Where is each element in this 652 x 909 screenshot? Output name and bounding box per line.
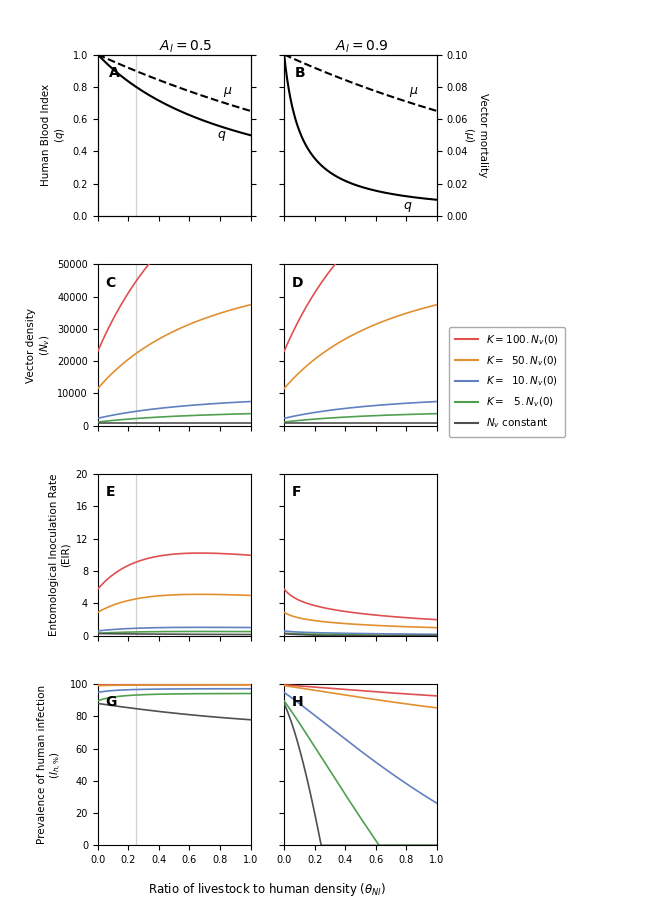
Legend: $K=100.N_v(0)$, $K=\;\;50.N_v(0)$, $K=\;\;10.N_v(0)$, $K=\;\;\;5.N_v(0)$, $N_v$ : $K=100.N_v(0)$, $K=\;\;50.N_v(0)$, $K=\;… bbox=[449, 327, 565, 436]
Text: $\mu$: $\mu$ bbox=[409, 85, 419, 99]
Text: $q$: $q$ bbox=[403, 200, 413, 214]
Y-axis label: Human Blood Index
$(q)$: Human Blood Index $(q)$ bbox=[41, 85, 67, 186]
Text: D: D bbox=[291, 275, 303, 290]
Y-axis label: Vector density
$(N_v)$: Vector density $(N_v)$ bbox=[26, 307, 52, 383]
Text: F: F bbox=[291, 485, 301, 499]
Text: $q$: $q$ bbox=[217, 129, 226, 144]
Text: Ratio of livestock to human density ($\theta_{Nl}$): Ratio of livestock to human density ($\t… bbox=[148, 881, 387, 898]
Y-axis label: Entomological Inoculation Rate
(EIR): Entomological Inoculation Rate (EIR) bbox=[48, 474, 70, 636]
Text: G: G bbox=[106, 695, 117, 709]
Text: E: E bbox=[106, 485, 115, 499]
Y-axis label: Prevalence of human infection
$(I_{h,\%})$: Prevalence of human infection $(I_{h,\%}… bbox=[37, 685, 64, 844]
Text: C: C bbox=[106, 275, 115, 290]
Text: A: A bbox=[108, 65, 119, 80]
Text: H: H bbox=[291, 695, 303, 709]
Text: $A_l=0.5$: $A_l=0.5$ bbox=[159, 38, 213, 55]
Text: B: B bbox=[295, 65, 305, 80]
Text: $\mu$: $\mu$ bbox=[223, 85, 233, 99]
Text: $A_l=0.9$: $A_l=0.9$ bbox=[335, 38, 389, 55]
Y-axis label: Vector mortality
$(\mu)$: Vector mortality $(\mu)$ bbox=[462, 93, 488, 177]
